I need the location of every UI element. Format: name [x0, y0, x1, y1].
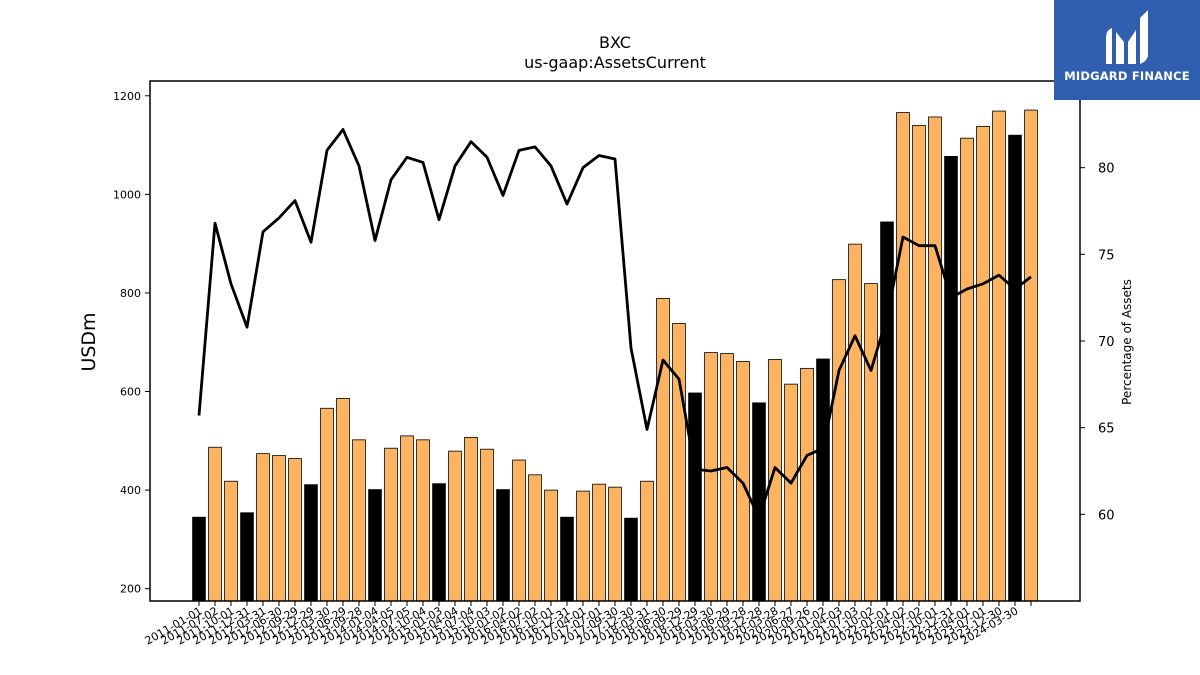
bar-group: [192, 109, 1038, 602]
bar-quarter: [288, 458, 302, 602]
bar-quarter: [640, 480, 654, 602]
midgard-logo-icon: [1106, 10, 1148, 64]
bar-quarter: [864, 283, 878, 602]
y-tick-label: 800: [120, 287, 141, 300]
bar-quarter: [352, 439, 366, 602]
bar-quarter: [512, 459, 526, 602]
bar-quarter: [384, 447, 398, 602]
bar-quarter: [720, 353, 734, 602]
y-tick-label: 600: [120, 386, 141, 399]
bar-quarter: [416, 439, 430, 602]
bar-annual: [432, 483, 446, 602]
bar-annual: [816, 358, 830, 602]
bar-annual: [624, 517, 638, 602]
bar-quarter: [608, 486, 622, 602]
line-series: [197, 128, 1032, 520]
bar-annual: [688, 392, 702, 602]
y2-axis-label: Percentage of Assets: [1120, 279, 1134, 405]
bar-quarter: [896, 112, 910, 602]
bar-annual: [240, 512, 254, 602]
y2-tick-label: 75: [1098, 248, 1115, 263]
y-axis-right: 60 65 70 75 80: [1080, 162, 1115, 523]
bar-quarter: [576, 490, 590, 602]
bar-quarter: [272, 455, 286, 602]
chart-subtitle: us-gaap:AssetsCurrent: [524, 53, 706, 72]
bar-quarter: [1024, 109, 1038, 602]
y2-tick-label: 80: [1098, 162, 1115, 177]
bar-quarter: [336, 398, 350, 602]
bar-annual: [496, 489, 510, 602]
bar-quarter: [544, 489, 558, 602]
bar-annual: [368, 489, 382, 602]
chart-title: BXC: [599, 33, 631, 52]
bar-quarter: [784, 383, 798, 602]
bar-quarter: [320, 407, 334, 602]
y-tick-label: 1000: [113, 188, 141, 201]
bar-quarter: [960, 137, 974, 602]
bar-quarter: [528, 474, 542, 602]
y2-tick-label: 65: [1098, 422, 1115, 437]
bar-quarter: [256, 453, 270, 602]
y-tick-label: 400: [120, 484, 141, 497]
bar-annual: [192, 516, 206, 602]
bar-quarter: [928, 116, 942, 602]
bar-quarter: [832, 279, 846, 602]
bar-quarter: [448, 450, 462, 602]
bar-quarter: [672, 323, 686, 602]
y-tick-label: 1200: [113, 90, 141, 103]
bar-quarter: [848, 243, 862, 602]
bar-quarter: [400, 435, 414, 602]
bar-annual: [1008, 134, 1022, 602]
bar-quarter: [976, 125, 990, 602]
bar-annual: [880, 221, 894, 602]
y2-tick-label: 70: [1098, 335, 1115, 350]
logo-text: MIDGARD FINANCE: [1064, 69, 1190, 83]
pct-assets-line: [197, 128, 1032, 520]
bar-quarter: [912, 124, 926, 602]
bar-quarter: [480, 448, 494, 602]
bar-annual: [560, 516, 574, 602]
bar-quarter: [208, 446, 222, 602]
x-axis: 2011-01-012011-07-022011-10-012011-12-31…: [143, 601, 1032, 648]
bar-quarter: [704, 352, 718, 602]
y-axis-left: 200 400 600 800 1000 1200: [113, 90, 150, 596]
y-axis-label: USDm: [78, 312, 100, 371]
bar-quarter: [800, 367, 814, 602]
y-tick-label: 200: [120, 583, 141, 596]
bar-annual: [304, 484, 318, 602]
bar-annual: [944, 156, 958, 602]
logo: MIDGARD FINANCE: [1054, 0, 1200, 100]
bar-quarter: [592, 483, 606, 602]
bar-quarter: [464, 436, 478, 602]
y2-tick-label: 60: [1098, 508, 1115, 523]
bar-quarter: [656, 297, 670, 602]
bar-quarter: [992, 110, 1006, 602]
bar-quarter: [224, 480, 238, 602]
